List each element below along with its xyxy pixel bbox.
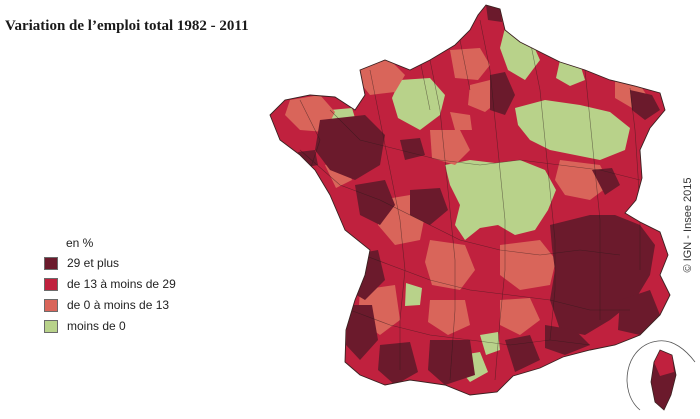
legend-swatch — [44, 277, 58, 291]
copyright-credit: © IGN - Insee 2015 — [682, 177, 694, 273]
legend-item: de 13 à moins de 29 — [44, 277, 176, 291]
mainland-regions — [270, 5, 670, 395]
corsica-outline — [650, 349, 677, 411]
mainland-outline — [269, 4, 671, 396]
map-title: Variation de l’emploi total 1982 - 2011 — [5, 18, 249, 34]
legend-label: de 0 à moins de 13 — [67, 298, 170, 312]
legend-label: de 13 à moins de 29 — [67, 277, 176, 291]
legend-label: moins de 0 — [67, 319, 126, 333]
legend-item: de 0 à moins de 13 — [44, 298, 169, 312]
corsica-inset-frame — [626, 340, 696, 411]
legend-item: moins de 0 — [44, 319, 126, 333]
legend-swatch — [44, 256, 58, 270]
legend-swatch — [44, 319, 58, 333]
legend-unit: en % — [66, 236, 94, 250]
legend-swatch — [44, 298, 58, 312]
legend-label: 29 et plus — [67, 256, 120, 270]
legend-item: 29 et plus — [44, 256, 119, 270]
